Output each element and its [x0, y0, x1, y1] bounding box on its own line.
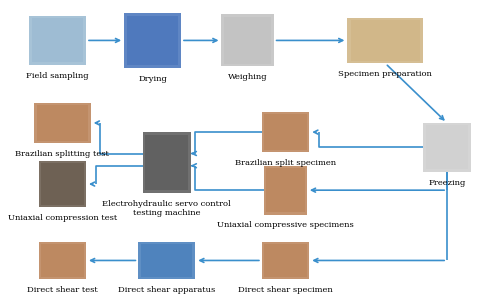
Text: Direct shear test: Direct shear test: [27, 286, 98, 293]
FancyBboxPatch shape: [222, 14, 274, 66]
FancyBboxPatch shape: [264, 244, 307, 277]
FancyBboxPatch shape: [141, 244, 193, 277]
FancyBboxPatch shape: [38, 242, 86, 279]
FancyBboxPatch shape: [262, 242, 310, 279]
FancyBboxPatch shape: [36, 105, 88, 141]
Text: Weighing: Weighing: [228, 73, 268, 81]
Text: Drying: Drying: [138, 75, 167, 83]
FancyBboxPatch shape: [262, 112, 310, 152]
FancyBboxPatch shape: [127, 16, 178, 65]
FancyBboxPatch shape: [138, 242, 196, 279]
FancyBboxPatch shape: [29, 16, 86, 65]
FancyBboxPatch shape: [143, 132, 190, 193]
Text: Specimen preparation: Specimen preparation: [338, 70, 432, 78]
FancyBboxPatch shape: [34, 103, 91, 143]
Text: Uniaxial compression test: Uniaxial compression test: [8, 214, 117, 222]
FancyBboxPatch shape: [224, 17, 271, 64]
Text: Electrohydraulic servo control
testing machine: Electrohydraulic servo control testing m…: [102, 200, 231, 217]
FancyBboxPatch shape: [348, 17, 424, 63]
Text: Freezing: Freezing: [428, 179, 466, 187]
FancyBboxPatch shape: [264, 114, 307, 150]
FancyBboxPatch shape: [124, 13, 181, 68]
FancyBboxPatch shape: [264, 166, 307, 215]
Text: Direct shear apparatus: Direct shear apparatus: [118, 286, 216, 293]
Text: Brazilian splitting test: Brazilian splitting test: [16, 150, 110, 157]
FancyBboxPatch shape: [38, 161, 86, 207]
FancyBboxPatch shape: [424, 123, 471, 172]
FancyBboxPatch shape: [41, 163, 84, 205]
FancyBboxPatch shape: [41, 244, 84, 277]
Text: Field sampling: Field sampling: [26, 72, 89, 80]
FancyBboxPatch shape: [266, 168, 305, 212]
FancyBboxPatch shape: [146, 135, 188, 190]
Text: Brazilian split specimen: Brazilian split specimen: [235, 159, 336, 167]
Text: Direct shear specimen: Direct shear specimen: [238, 286, 333, 293]
FancyBboxPatch shape: [426, 125, 469, 169]
FancyBboxPatch shape: [32, 18, 83, 62]
Text: Uniaxial compressive specimens: Uniaxial compressive specimens: [217, 221, 354, 229]
FancyBboxPatch shape: [351, 20, 420, 61]
